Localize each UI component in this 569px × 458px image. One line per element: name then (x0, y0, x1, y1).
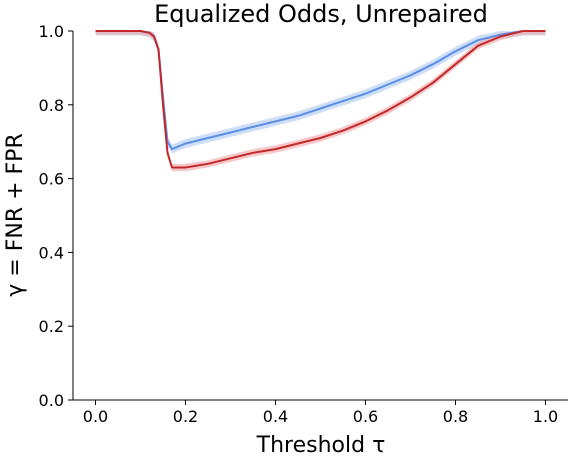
x-tick-label: 0.2 (173, 407, 198, 426)
x-tick-label: 0.0 (83, 407, 108, 426)
x-tick-label: 1.0 (533, 407, 558, 426)
series-lines (95, 30, 546, 169)
chart-title: Equalized Odds, Unrepaired (154, 0, 488, 28)
x-tick-label: 0.4 (263, 407, 288, 426)
x-axis-ticks: 0.0 0.2 0.4 0.6 0.8 1.0 (83, 400, 558, 426)
y-tick-label: 0.4 (39, 243, 64, 262)
confidence-bands (95, 31, 546, 172)
series-1-line (95, 30, 546, 169)
y-tick-label: 1.0 (39, 22, 64, 41)
y-tick-label: 0.0 (39, 391, 64, 410)
x-tick-label: 0.8 (443, 407, 468, 426)
y-axis-label: γ = FNR + FPR (3, 133, 28, 296)
y-axis-ticks: 0.0 0.2 0.4 0.6 0.8 1.0 (39, 22, 73, 410)
y-tick-label: 0.8 (39, 96, 64, 115)
x-axis-label: Threshold τ (256, 433, 386, 458)
series-0-band (95, 31, 546, 154)
y-tick-label: 0.6 (39, 170, 64, 189)
y-tick-label: 0.2 (39, 317, 64, 336)
x-tick-label: 0.6 (353, 407, 378, 426)
